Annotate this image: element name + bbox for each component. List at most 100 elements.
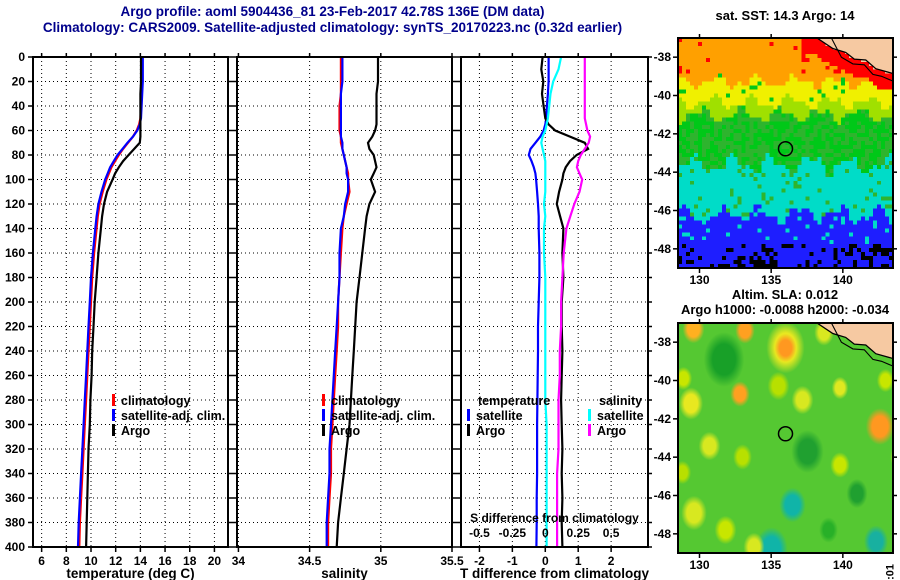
svg-text:80: 80 bbox=[12, 148, 26, 162]
sla-anomaly-blob bbox=[874, 365, 893, 396]
svg-text:180: 180 bbox=[5, 271, 25, 285]
svg-text:220: 220 bbox=[5, 320, 25, 334]
legend-item: Argo bbox=[322, 424, 435, 439]
svg-text:140: 140 bbox=[833, 273, 853, 287]
figure-title-line2: Climatology: CARS2009. Satellite-adjuste… bbox=[42, 20, 623, 35]
svg-text:280: 280 bbox=[5, 393, 25, 407]
sla-anomaly-blob bbox=[815, 512, 842, 548]
svg-text:34: 34 bbox=[232, 554, 246, 568]
sla-anomaly-blob bbox=[788, 380, 818, 419]
svg-text:-48: -48 bbox=[654, 527, 672, 541]
svg-text:8: 8 bbox=[63, 554, 70, 568]
svg-text:320: 320 bbox=[5, 442, 25, 456]
svg-text:34.5: 34.5 bbox=[298, 554, 322, 568]
svg-text:6: 6 bbox=[38, 554, 45, 568]
series-salinity-satellite bbox=[540, 57, 563, 547]
svg-text:-0.5: -0.5 bbox=[469, 526, 490, 540]
svg-text:140: 140 bbox=[5, 222, 25, 236]
legend-label: climatology bbox=[331, 394, 401, 408]
sla-anomaly-blob bbox=[710, 510, 740, 550]
svg-text:14: 14 bbox=[134, 554, 148, 568]
panel-difference-profile: -2 -1 0 1 2T difference from climatology S di… bbox=[456, 53, 652, 580]
argo-swatch bbox=[588, 424, 591, 436]
sla-anomaly-blob bbox=[828, 372, 852, 404]
svg-text:16: 16 bbox=[158, 554, 172, 568]
svg-text:400: 400 bbox=[5, 540, 25, 554]
svg-text:380: 380 bbox=[5, 516, 25, 530]
sla-anomaly-blob bbox=[695, 426, 724, 465]
salinity-legend: climatology satellite-adj. clim. Argo bbox=[322, 394, 435, 439]
svg-text:20: 20 bbox=[12, 75, 26, 89]
svg-text:160: 160 bbox=[5, 246, 25, 260]
svg-text:1: 1 bbox=[575, 554, 582, 568]
legend-item: satellite bbox=[467, 409, 550, 424]
series-argo bbox=[335, 57, 380, 547]
svg-text:0: 0 bbox=[542, 526, 549, 540]
legend-item: climatology bbox=[322, 394, 435, 409]
sla-anomaly-blob bbox=[842, 474, 872, 513]
legend-label: Argo bbox=[121, 424, 151, 438]
series-satellite-adj-clim- bbox=[325, 57, 350, 547]
svg-text:300: 300 bbox=[5, 418, 25, 432]
svg-text:135: 135 bbox=[761, 558, 781, 572]
legend-label: satellite bbox=[476, 409, 523, 423]
legend-header: temperature bbox=[478, 394, 551, 408]
sla-anomaly-blob bbox=[726, 376, 753, 412]
sla-anomaly-blob bbox=[775, 482, 810, 529]
t-difference-legend: temperature satellite Argo bbox=[467, 394, 550, 439]
legend-item: climatology bbox=[112, 394, 225, 409]
legend-item: satellite-adj. clim. bbox=[322, 409, 435, 424]
svg-text:2: 2 bbox=[608, 554, 615, 568]
sla-anomaly-blob bbox=[860, 520, 892, 553]
svg-text:-48: -48 bbox=[654, 242, 672, 256]
svg-text:135: 135 bbox=[761, 273, 781, 287]
svg-text:-40: -40 bbox=[654, 89, 672, 103]
svg-text:-40: -40 bbox=[654, 374, 672, 388]
svg-text:salinity: salinity bbox=[321, 566, 368, 580]
svg-text:140: 140 bbox=[833, 558, 853, 572]
sla-anomaly-blob bbox=[771, 328, 800, 368]
argo-swatch bbox=[467, 424, 470, 436]
svg-text:0: 0 bbox=[542, 554, 549, 568]
svg-text:-38: -38 bbox=[654, 335, 672, 349]
svg-text:0: 0 bbox=[18, 50, 25, 64]
panel-temperature-profile: 6 8 10 12 14 16 18 2002040608010012014016018020… bbox=[5, 50, 232, 580]
legend-label: Argo bbox=[331, 424, 361, 438]
svg-text:-42: -42 bbox=[654, 412, 672, 426]
series-argo bbox=[85, 57, 143, 547]
svg-text:T difference from climatology: T difference from climatology bbox=[460, 566, 650, 580]
svg-text:-38: -38 bbox=[654, 50, 672, 64]
panel-salinity-profile: 34 34.5 35 35.5 salinity bbox=[232, 53, 464, 580]
climatology-swatch bbox=[112, 394, 115, 406]
argo-position-marker bbox=[777, 141, 794, 157]
svg-text:20: 20 bbox=[208, 554, 222, 568]
svg-text:-44: -44 bbox=[654, 450, 672, 464]
coastline bbox=[830, 323, 893, 367]
svg-text:35.5: 35.5 bbox=[440, 554, 464, 568]
figure-title-line1: Argo profile: aoml 5904436_81 23-Feb-201… bbox=[120, 4, 545, 19]
coastline bbox=[830, 38, 893, 82]
legend-item: satellite bbox=[588, 409, 644, 424]
svg-text:40: 40 bbox=[12, 99, 26, 113]
svg-text:-42: -42 bbox=[654, 127, 672, 141]
temperature-legend: climatology satellite-adj. clim. Argo bbox=[112, 394, 225, 439]
sla-anomaly-blob bbox=[861, 401, 893, 452]
sla-anomaly-blob bbox=[764, 367, 793, 406]
legend-label: satellite bbox=[597, 409, 644, 423]
sla-anomaly-blob bbox=[729, 439, 756, 475]
sla-map-title: Altim. SLA: 0.012 bbox=[731, 287, 839, 302]
svg-text:360: 360 bbox=[5, 491, 25, 505]
sla-anomaly-blob bbox=[887, 439, 893, 475]
svg-text:12: 12 bbox=[109, 554, 123, 568]
legend-label: satellite-adj. clim. bbox=[331, 409, 436, 423]
sla-anomaly-blob bbox=[678, 489, 711, 536]
legend-item: Argo bbox=[588, 424, 644, 439]
svg-text:240: 240 bbox=[5, 344, 25, 358]
satellite-swatch bbox=[588, 409, 591, 421]
argo-position-marker bbox=[777, 426, 794, 442]
svg-text:-0.25: -0.25 bbox=[499, 526, 527, 540]
series-climatology bbox=[327, 57, 351, 547]
svg-text:130: 130 bbox=[689, 273, 709, 287]
